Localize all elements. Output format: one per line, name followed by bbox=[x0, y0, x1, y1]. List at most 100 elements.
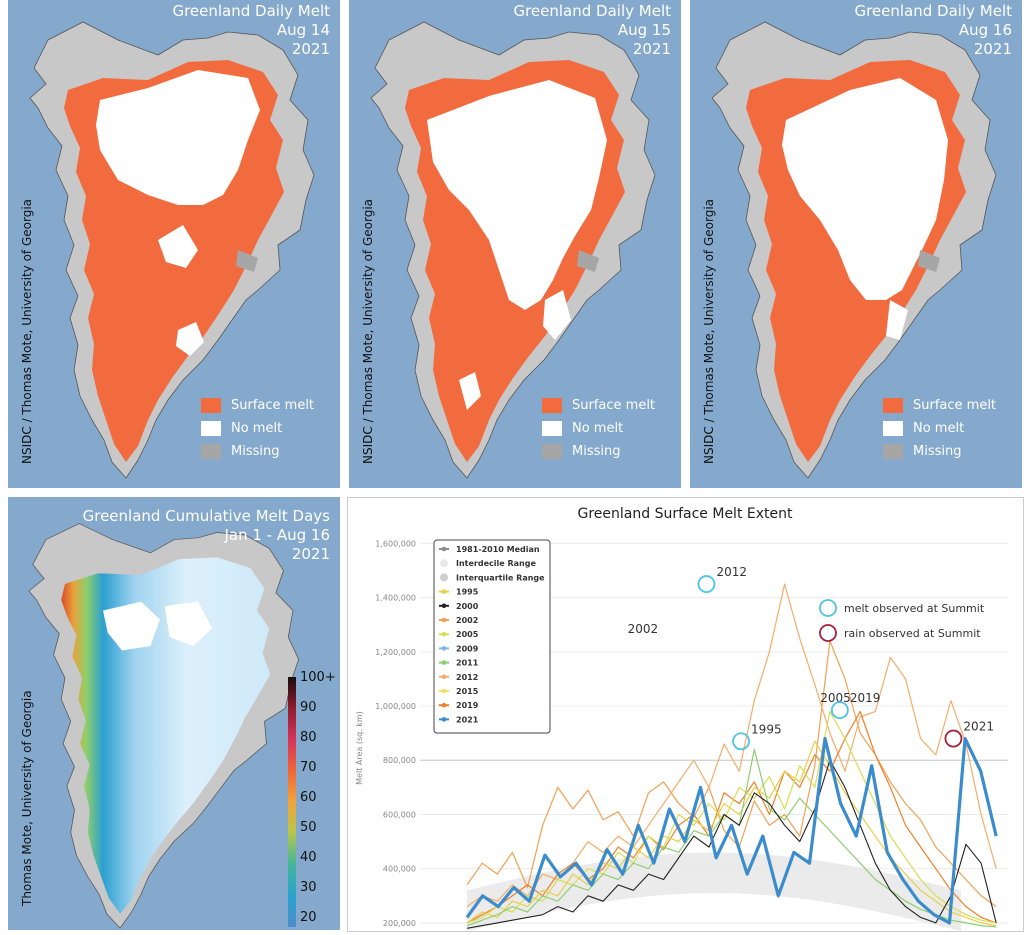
missing-area bbox=[236, 250, 258, 272]
map-title: Greenland Daily Melt bbox=[172, 2, 330, 20]
map-credit: NSIDC / Thomas Mote, University of Georg… bbox=[20, 198, 34, 464]
legend-no-melt: No melt bbox=[913, 421, 965, 436]
no-melt-area bbox=[176, 322, 204, 356]
legend-label: 2009 bbox=[456, 644, 479, 653]
map-year: 2021 bbox=[973, 40, 1012, 58]
annotation-marker bbox=[819, 599, 837, 617]
legend-label: 2019 bbox=[456, 701, 479, 710]
colorbar bbox=[288, 677, 296, 927]
cumulative-year: 2021 bbox=[291, 545, 330, 563]
no-melt-area bbox=[886, 300, 908, 340]
missing-area bbox=[918, 250, 940, 272]
series-line-2021 bbox=[465, 737, 998, 925]
peak-label-2021: 2021 bbox=[963, 720, 994, 734]
peak-label-1995: 1995 bbox=[751, 722, 782, 736]
colorbar-tick-label: 30 bbox=[300, 880, 317, 895]
melt-extent-plot: Greenland Surface Melt Extent 1,600,000 1,… bbox=[355, 506, 1008, 931]
interdecile-range-band bbox=[467, 852, 961, 931]
legend-label: 2021 bbox=[456, 715, 479, 724]
legend-surface-melt: Surface melt bbox=[913, 398, 997, 413]
map-date: Aug 16 bbox=[958, 21, 1012, 39]
map-title: Greenland Daily Melt bbox=[854, 2, 1012, 20]
y-tick-label: 1,400,000 bbox=[375, 594, 416, 603]
legend-label: Interdecile Range bbox=[456, 559, 536, 568]
legend-marker bbox=[441, 674, 447, 680]
legend-no-melt: No melt bbox=[572, 421, 624, 436]
peak-label-2012: 2012 bbox=[716, 565, 747, 579]
legend-label: 1995 bbox=[456, 588, 479, 597]
legend-label: Interquartile Range bbox=[456, 573, 545, 582]
colorbar-tick-label: 100+ bbox=[300, 670, 336, 685]
legend-label: 2015 bbox=[456, 687, 479, 696]
colorbar-tick-label: 90 bbox=[300, 700, 317, 715]
daily-melt-map-panel: Greenland Daily Melt Aug 15 2021 NSIDC /… bbox=[349, 0, 681, 488]
legend-marker bbox=[441, 646, 447, 651]
map-year: 2021 bbox=[632, 40, 671, 58]
legend-missing: Missing bbox=[572, 444, 621, 459]
no-melt-area bbox=[782, 78, 948, 300]
legend-missing: Missing bbox=[231, 444, 280, 459]
no-melt-area bbox=[459, 372, 481, 410]
summit-rain-marker bbox=[944, 729, 963, 748]
surface-melt-swatch bbox=[883, 398, 903, 413]
summit-melt-marker bbox=[697, 575, 716, 593]
daily-melt-map-panel: Greenland Daily Melt Aug 14 2021 NSIDC /… bbox=[8, 0, 340, 488]
legend-surface-melt: Surface melt bbox=[572, 398, 656, 413]
greenland-map-aug15 bbox=[370, 21, 656, 479]
cumulative-credit: Thomas Mote, University of Georgia bbox=[20, 690, 34, 906]
colorbar-tick-label: 20 bbox=[300, 910, 317, 925]
legend-label: 2000 bbox=[456, 602, 479, 611]
no-melt-swatch bbox=[883, 421, 903, 436]
legend-label: 2012 bbox=[456, 673, 478, 682]
cumulative-range: Jan 1 - Aug 16 bbox=[224, 526, 330, 544]
map-legend: Surface melt No melt Missing bbox=[201, 394, 314, 463]
greenland-map-aug16 bbox=[711, 21, 997, 479]
cumulative-melt-days-area bbox=[61, 557, 271, 914]
legend-marker bbox=[441, 702, 447, 708]
legend-surface-melt: Surface melt bbox=[231, 398, 315, 413]
chart-title: Greenland Surface Melt Extent bbox=[578, 506, 793, 522]
cumulative-title: Greenland Cumulative Melt Days bbox=[82, 507, 330, 525]
summit-melt-marker bbox=[732, 732, 750, 751]
annotation-marker bbox=[819, 624, 837, 642]
y-tick-label: 200,000 bbox=[383, 919, 416, 928]
legend-marker bbox=[440, 573, 448, 582]
map-legend: Surface melt No melt Missing bbox=[542, 394, 655, 463]
missing-swatch bbox=[542, 444, 562, 459]
no-melt-area bbox=[158, 225, 198, 268]
series-line-2005 bbox=[466, 710, 997, 924]
map-legend: Surface melt No melt Missing bbox=[883, 394, 996, 463]
no-melt-area bbox=[427, 80, 607, 310]
missing-swatch bbox=[883, 444, 903, 459]
annotation-label: rain observed at Summit bbox=[844, 627, 981, 640]
colorbar-tick-label: 50 bbox=[300, 820, 317, 835]
zero-melt-days-area bbox=[164, 601, 213, 647]
surface-melt-swatch bbox=[542, 398, 562, 413]
series-legend-box bbox=[433, 539, 551, 734]
legend-marker bbox=[441, 603, 447, 609]
y-tick-label: 1,000,000 bbox=[375, 702, 416, 711]
no-melt-swatch bbox=[542, 421, 562, 436]
legend-label: 2011 bbox=[456, 659, 479, 668]
peak-label-2019: 2019 bbox=[850, 691, 881, 705]
legend-marker bbox=[441, 546, 447, 552]
y-tick-label: 800,000 bbox=[383, 756, 416, 765]
legend-marker bbox=[441, 660, 447, 665]
legend-marker bbox=[440, 559, 448, 568]
surface-melt-swatch bbox=[201, 398, 221, 413]
peak-label-2002: 2002 bbox=[628, 622, 659, 636]
peak-label-2005: 2005 bbox=[820, 691, 851, 705]
missing-swatch bbox=[201, 444, 221, 459]
series-line-2002 bbox=[466, 640, 997, 908]
legend-missing: Missing bbox=[913, 444, 962, 459]
legend-label: 1981-2010 Median bbox=[456, 545, 540, 554]
missing-area bbox=[577, 250, 599, 272]
legend-marker bbox=[441, 688, 447, 694]
no-melt-area bbox=[96, 70, 260, 205]
map-date: Aug 14 bbox=[276, 21, 330, 39]
greenland-cumulative-map bbox=[28, 523, 300, 929]
legend-marker bbox=[441, 717, 447, 722]
no-melt-swatch bbox=[201, 421, 221, 436]
map-title: Greenland Daily Melt bbox=[513, 2, 671, 20]
y-tick-label: 1,200,000 bbox=[375, 648, 416, 657]
